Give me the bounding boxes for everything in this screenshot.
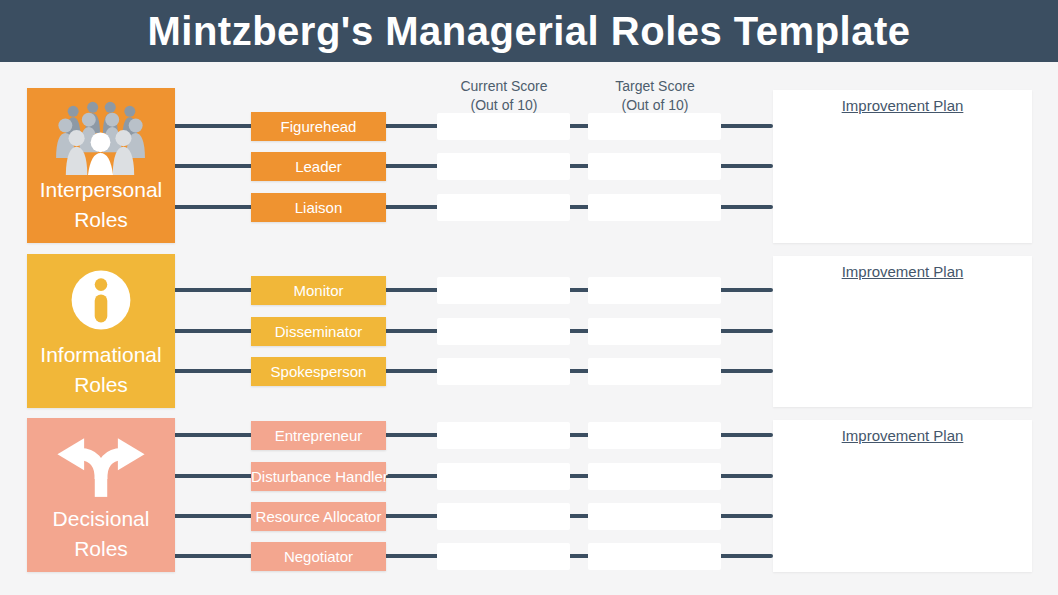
role-label-resource-allocator: Resource Allocator [251, 502, 386, 531]
current-score-label: Current Score [424, 77, 584, 96]
role-label-negotiator: Negotiator [251, 542, 386, 571]
target-score-input-liaison[interactable] [588, 194, 721, 221]
category-label: Interpersonal Roles [40, 175, 163, 243]
category-label: Informational Roles [40, 340, 161, 408]
target-score-input-figurehead[interactable] [588, 113, 721, 140]
target-score-input-spokesperson[interactable] [588, 358, 721, 385]
current-score-input-resource-allocator[interactable] [437, 503, 570, 530]
role-label-disturbance-handler: Disturbance Handler [251, 462, 386, 491]
category-interpersonal-roles: Interpersonal Roles [27, 88, 175, 243]
current-score-column-header: Current Score (Out of 10) [424, 77, 584, 115]
current-score-input-disturbance-handler[interactable] [437, 463, 570, 490]
improvement-plan-text-area[interactable] [779, 288, 1026, 401]
target-score-input-negotiator[interactable] [588, 543, 721, 570]
target-score-sublabel: (Out of 10) [575, 96, 735, 115]
current-score-input-negotiator[interactable] [437, 543, 570, 570]
target-score-input-resource-allocator[interactable] [588, 503, 721, 530]
improvement-plan-panel-interpersonal: Improvement Plan [773, 90, 1032, 243]
current-score-input-monitor[interactable] [437, 277, 570, 304]
improvement-plan-title: Improvement Plan [773, 427, 1032, 444]
current-score-input-spokesperson[interactable] [437, 358, 570, 385]
target-score-column-header: Target Score (Out of 10) [575, 77, 735, 115]
improvement-plan-text-area[interactable] [779, 122, 1026, 237]
category-decisional-roles: Decisional Roles [27, 418, 175, 572]
improvement-plan-panel-informational: Improvement Plan [773, 256, 1032, 407]
target-score-input-monitor[interactable] [588, 277, 721, 304]
target-score-input-disseminator[interactable] [588, 318, 721, 345]
role-label-disseminator: Disseminator [251, 317, 386, 346]
target-score-input-entrepreneur[interactable] [588, 422, 721, 449]
category-label: Decisional Roles [53, 504, 150, 572]
target-score-input-leader[interactable] [588, 153, 721, 180]
improvement-plan-text-area[interactable] [779, 452, 1026, 566]
page-title: Mintzberg's Managerial Roles Template [148, 9, 911, 54]
info-icon [27, 254, 175, 340]
current-score-input-liaison[interactable] [437, 194, 570, 221]
branching-arrows-icon [27, 418, 175, 504]
category-informational-roles: Informational Roles [27, 254, 175, 408]
improvement-plan-panel-decisional: Improvement Plan [773, 420, 1032, 572]
target-score-label: Target Score [575, 77, 735, 96]
current-score-input-figurehead[interactable] [437, 113, 570, 140]
improvement-plan-title: Improvement Plan [773, 97, 1032, 114]
role-label-figurehead: Figurehead [251, 112, 386, 141]
title-bar: Mintzberg's Managerial Roles Template [0, 0, 1058, 62]
role-label-leader: Leader [251, 152, 386, 181]
current-score-sublabel: (Out of 10) [424, 96, 584, 115]
target-score-input-disturbance-handler[interactable] [588, 463, 721, 490]
current-score-input-leader[interactable] [437, 153, 570, 180]
role-label-entrepreneur: Entrepreneur [251, 421, 386, 450]
people-group-icon [27, 85, 175, 175]
current-score-input-disseminator[interactable] [437, 318, 570, 345]
improvement-plan-title: Improvement Plan [773, 263, 1032, 280]
role-label-liaison: Liaison [251, 193, 386, 222]
role-label-spokesperson: Spokesperson [251, 357, 386, 386]
current-score-input-entrepreneur[interactable] [437, 422, 570, 449]
role-label-monitor: Monitor [251, 276, 386, 305]
